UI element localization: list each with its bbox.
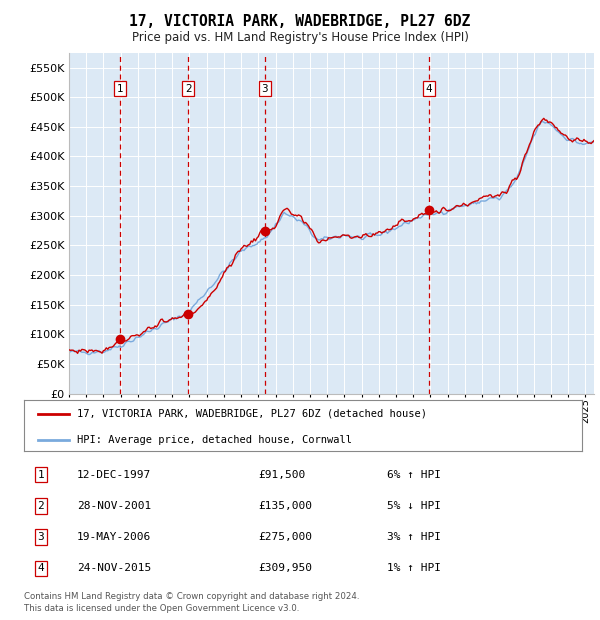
Text: 2: 2 [37, 501, 44, 511]
Text: 17, VICTORIA PARK, WADEBRIDGE, PL27 6DZ (detached house): 17, VICTORIA PARK, WADEBRIDGE, PL27 6DZ … [77, 409, 427, 419]
Text: £309,950: £309,950 [259, 564, 313, 574]
Text: 1: 1 [116, 84, 123, 94]
Text: 19-MAY-2006: 19-MAY-2006 [77, 532, 151, 542]
Text: 1: 1 [37, 469, 44, 480]
Text: 24-NOV-2015: 24-NOV-2015 [77, 564, 151, 574]
Text: 28-NOV-2001: 28-NOV-2001 [77, 501, 151, 511]
Text: 3: 3 [37, 532, 44, 542]
Text: 12-DEC-1997: 12-DEC-1997 [77, 469, 151, 480]
Text: 3% ↑ HPI: 3% ↑ HPI [387, 532, 440, 542]
Text: £275,000: £275,000 [259, 532, 313, 542]
Text: Contains HM Land Registry data © Crown copyright and database right 2024.
This d: Contains HM Land Registry data © Crown c… [24, 592, 359, 613]
Text: Price paid vs. HM Land Registry's House Price Index (HPI): Price paid vs. HM Land Registry's House … [131, 31, 469, 43]
Text: 17, VICTORIA PARK, WADEBRIDGE, PL27 6DZ: 17, VICTORIA PARK, WADEBRIDGE, PL27 6DZ [130, 14, 470, 29]
Text: HPI: Average price, detached house, Cornwall: HPI: Average price, detached house, Corn… [77, 435, 352, 445]
Text: 2: 2 [185, 84, 191, 94]
Text: 3: 3 [262, 84, 268, 94]
Text: £135,000: £135,000 [259, 501, 313, 511]
Text: 4: 4 [425, 84, 432, 94]
Text: 6% ↑ HPI: 6% ↑ HPI [387, 469, 440, 480]
Text: £91,500: £91,500 [259, 469, 305, 480]
Text: 4: 4 [37, 564, 44, 574]
Text: 5% ↓ HPI: 5% ↓ HPI [387, 501, 440, 511]
Text: 1% ↑ HPI: 1% ↑ HPI [387, 564, 440, 574]
